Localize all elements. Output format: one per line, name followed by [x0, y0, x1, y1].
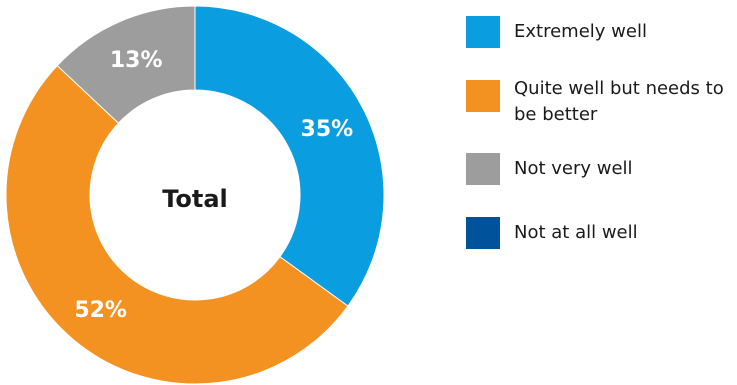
legend-swatch-not-at-all-well	[466, 217, 500, 249]
legend: Extremely well Quite well but needs to b…	[466, 0, 737, 385]
legend-label-quite-well: Quite well but needs to be better	[514, 78, 724, 125]
donut-slices: 35% 52% 13%	[5, 5, 385, 385]
legend-label-not-very-well: Not very well	[514, 158, 633, 179]
donut-slice-1	[5, 64, 349, 385]
slice-value-label-2: 13%	[110, 48, 163, 73]
legend-swatch-extremely-well	[466, 16, 500, 48]
legend-swatch-quite-well	[466, 80, 500, 112]
center-label: Total	[162, 185, 228, 213]
slice-value-label-1: 52%	[74, 298, 127, 323]
legend-label-not-at-all-well: Not at all well	[514, 222, 638, 243]
donut-slice-2	[56, 5, 196, 124]
legend-label-extremely-well: Extremely well	[514, 21, 647, 42]
legend-swatch-not-very-well	[466, 153, 500, 185]
donut-slice-0	[194, 5, 385, 307]
slice-value-label-0: 35%	[301, 117, 354, 142]
